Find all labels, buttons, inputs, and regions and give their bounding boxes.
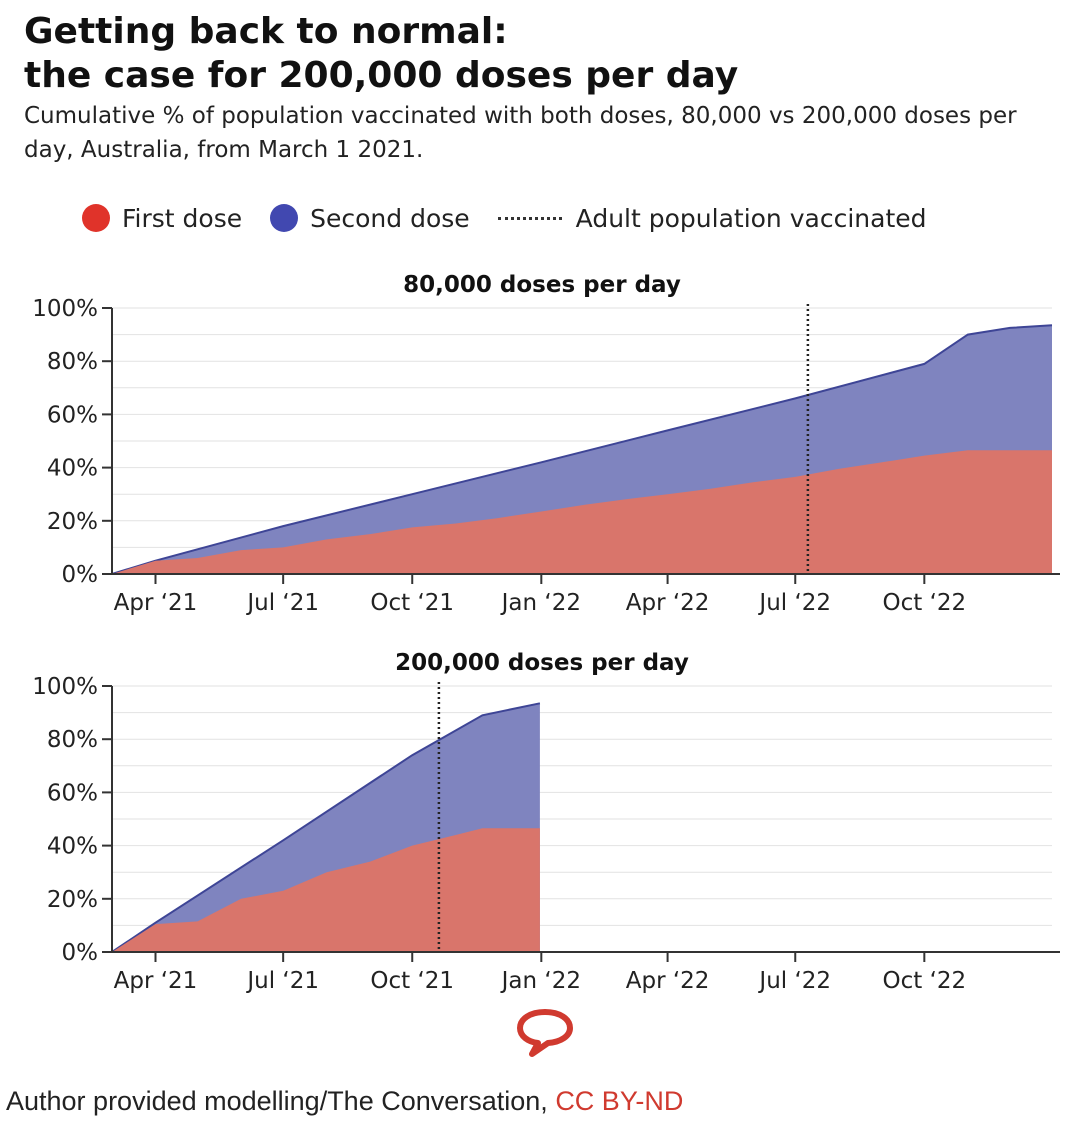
y-tick-label: 60% [47, 780, 98, 806]
x-tick-label: Jul ‘21 [245, 968, 319, 994]
x-tick-label: Jul ‘21 [245, 590, 319, 616]
license-link[interactable]: CC BY-ND [555, 1086, 684, 1116]
y-tick-label: 20% [47, 509, 98, 535]
y-tick-label: 60% [47, 402, 98, 428]
y-tick-label: 40% [47, 456, 98, 482]
y-tick-label: 100% [32, 296, 98, 322]
credit-text: Author provided modelling/The Conversati… [6, 1086, 556, 1116]
legend-label-adult-population: Adult population vaccinated [575, 203, 927, 233]
x-tick-label: Oct ‘22 [883, 968, 967, 994]
credit-line: Author provided modelling/The Conversati… [6, 1086, 683, 1117]
y-tick-label: 0% [62, 940, 99, 966]
line-second-dose [111, 702, 541, 953]
x-tick-label: Jan ‘22 [500, 968, 581, 994]
x-tick-label: Oct ‘22 [883, 590, 967, 616]
legend-item-first-dose: First dose [82, 204, 242, 233]
chart-200000: 200,000 doses per day 0% 20% 40% 60% 80% 100% A… [32, 650, 1060, 994]
y-tick-label: 80% [47, 349, 98, 375]
chart-subtitle: Cumulative % of population vaccinated wi… [24, 103, 1017, 163]
y-tick-label: 100% [32, 674, 98, 700]
y-tick-label: 80% [47, 727, 98, 753]
chart-80000: 80,000 doses per day 0% 20% 40% 60% 80% 100% Ap… [32, 272, 1060, 616]
line-second-dose [111, 324, 1053, 575]
x-tick-label: Jul ‘22 [757, 968, 831, 994]
first-dose-swatch [82, 204, 110, 232]
legend-item-second-dose: Second dose [270, 204, 470, 233]
area-first-dose [112, 450, 1052, 574]
x-tick-label: Oct ‘21 [370, 968, 454, 994]
area-first-dose [112, 828, 540, 952]
panel-title: 80,000 doses per day [403, 272, 681, 298]
y-tick-label: 40% [47, 834, 98, 860]
legend-label-second-dose: Second dose [310, 203, 470, 233]
legend-label-first-dose: First dose [122, 203, 243, 233]
y-tick-label: 20% [47, 887, 98, 913]
x-tick-label: Apr ‘22 [626, 590, 710, 616]
x-tick-label: Apr ‘22 [626, 968, 710, 994]
x-tick-label: Oct ‘21 [370, 590, 454, 616]
legend: First dose Second dose Adult population … [82, 198, 955, 238]
dotted-line-swatch [497, 216, 562, 220]
the-conversation-logo-icon [517, 1009, 573, 1057]
y-tick-label: 0% [62, 562, 99, 588]
second-dose-swatch [270, 204, 299, 232]
x-tick-label: Apr ‘21 [114, 968, 198, 994]
x-tick-label: Jul ‘22 [757, 590, 831, 616]
x-tick-label: Apr ‘21 [114, 590, 198, 616]
x-tick-label: Jan ‘22 [500, 590, 581, 616]
legend-item-adult-population: Adult population vaccinated [497, 203, 927, 233]
panel-title: 200,000 doses per day [395, 650, 689, 676]
chart-title: Getting back to normal: the case for 200… [24, 11, 739, 96]
